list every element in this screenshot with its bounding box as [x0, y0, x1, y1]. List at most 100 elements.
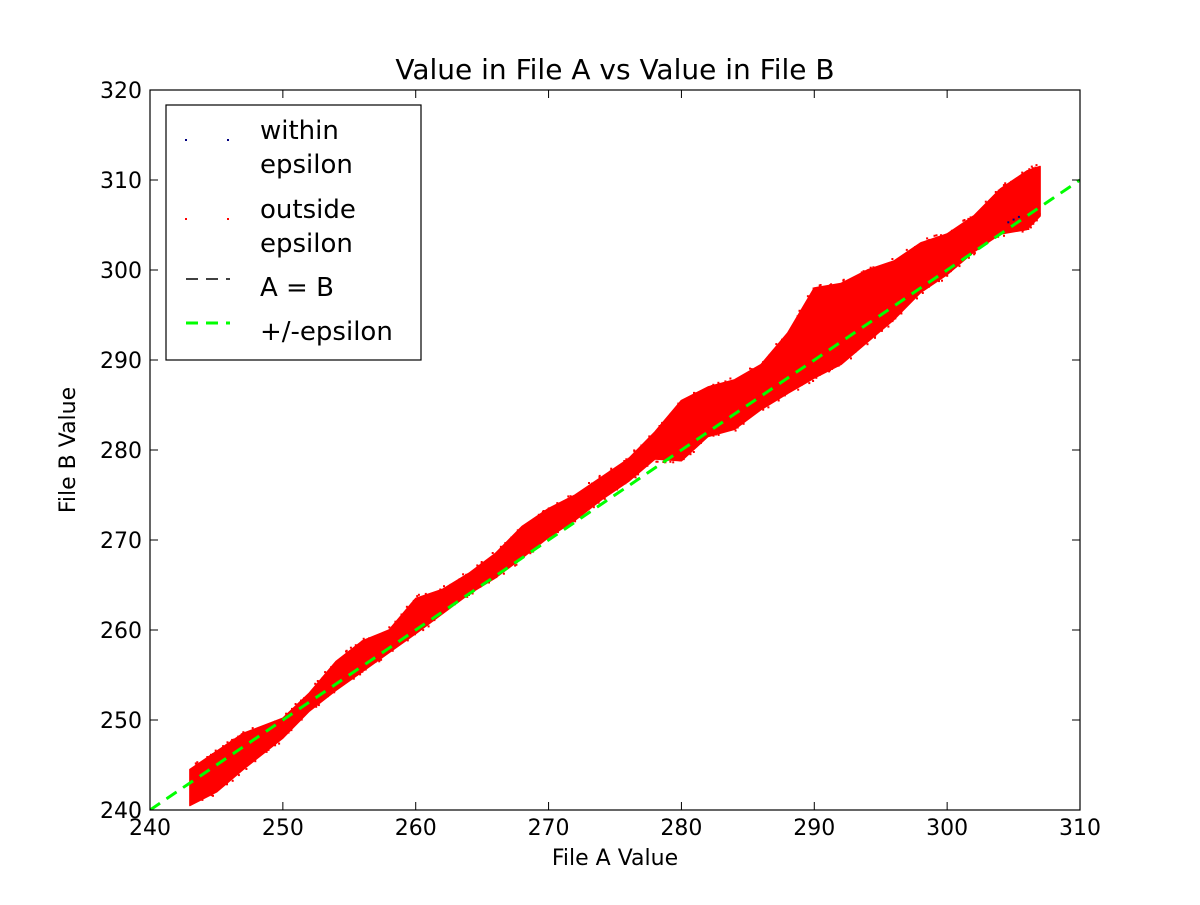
scatter-point-within	[1007, 221, 1010, 224]
scatter-point-outside	[352, 677, 355, 680]
scatter-point-outside	[678, 403, 681, 406]
scatter-point-outside	[692, 451, 695, 453]
scatter-point-outside	[480, 561, 483, 563]
scatter-point-outside	[342, 682, 345, 685]
scatter-point-outside	[712, 434, 715, 437]
scatter-point-outside	[267, 748, 270, 751]
scatter-point-outside	[789, 328, 792, 331]
scatter-point-outside	[785, 392, 788, 395]
scatter-point-outside	[1002, 184, 1005, 187]
scatter-point-outside	[742, 422, 745, 425]
scatter-point-outside	[694, 392, 697, 395]
scatter-point-outside	[495, 552, 498, 555]
scatter-point-outside	[414, 633, 416, 636]
scatter-point-outside	[502, 572, 505, 575]
scatter-point-outside	[954, 265, 957, 268]
scatter-point-outside	[1014, 179, 1017, 182]
scatter-point-outside	[829, 284, 832, 286]
scatter-point-outside	[946, 274, 949, 277]
scatter-point-outside	[378, 659, 381, 662]
scatter-point-outside	[610, 469, 613, 472]
scatter-point-outside	[421, 597, 424, 600]
scatter-point-outside	[480, 562, 483, 565]
legend-marker-point	[227, 218, 229, 220]
scatter-point-outside	[798, 309, 801, 312]
scatter-point-outside	[984, 200, 987, 203]
scatter-point-outside	[327, 693, 330, 696]
scatter-point-outside	[969, 216, 972, 219]
scatter-point-outside	[1031, 167, 1034, 170]
scatter-point-outside	[699, 392, 702, 395]
scatter-point-outside	[251, 727, 254, 730]
scatter-point-outside	[767, 406, 770, 409]
scatter-point-outside	[891, 258, 894, 260]
scatter-point-outside	[206, 756, 209, 758]
scatter-point-outside	[292, 709, 295, 712]
scatter-point-outside	[693, 391, 695, 394]
scatter-point-outside	[655, 460, 658, 463]
x-axis-label: File A Value	[552, 846, 678, 871]
scatter-point-outside	[226, 783, 228, 786]
scatter-point-outside	[669, 413, 672, 416]
scatter-point-outside	[880, 328, 883, 331]
scatter-point-outside	[196, 761, 199, 764]
scatter-point-outside	[952, 267, 955, 269]
scatter-point-outside	[708, 433, 711, 435]
scatter-point-outside	[354, 644, 357, 647]
scatter-point-outside	[741, 376, 744, 379]
scatter-point-outside	[894, 317, 897, 320]
scatter-point-outside	[477, 565, 480, 568]
scatter-point-outside	[412, 599, 415, 602]
scatter-point-outside	[382, 633, 385, 636]
scatter-point-outside	[1035, 219, 1038, 222]
scatter-point-outside	[698, 392, 701, 395]
scatter-point-outside	[895, 260, 898, 263]
scatter-point-outside	[507, 566, 510, 569]
scatter-point-outside	[588, 482, 590, 484]
scatter-point-outside	[210, 794, 213, 797]
scatter-point-outside	[908, 250, 911, 253]
scatter-point-outside	[364, 667, 367, 670]
scatter-point-outside	[900, 312, 903, 315]
scatter-point-outside	[441, 589, 444, 592]
scatter-point-outside	[695, 445, 698, 448]
scatter-point-outside	[285, 712, 288, 715]
scatter-point-outside	[973, 248, 976, 251]
scatter-point-outside	[230, 740, 233, 743]
scatter-point-outside	[656, 460, 659, 463]
scatter-point-outside	[328, 669, 331, 672]
legend-box	[165, 104, 422, 361]
scatter-point-outside	[358, 644, 361, 647]
scatter-point-outside	[492, 575, 495, 578]
scatter-point-outside	[977, 212, 980, 215]
scatter-point-outside	[700, 441, 702, 444]
scatter-point-outside	[812, 380, 815, 382]
scatter-point-outside	[610, 467, 613, 470]
scatter-point-outside	[641, 445, 644, 448]
legend-label: epsilon	[260, 150, 353, 180]
scatter-point-outside	[966, 220, 969, 223]
scatter-point-outside	[784, 392, 787, 395]
scatter-point-outside	[490, 558, 493, 560]
scatter-point-outside	[273, 743, 276, 746]
scatter-point-outside	[897, 258, 900, 261]
scatter-point-outside	[1003, 234, 1005, 237]
scatter-point-outside	[519, 529, 522, 532]
scatter-point-outside	[400, 613, 403, 616]
scatter-point-outside	[921, 292, 924, 294]
scatter-point-outside	[876, 267, 879, 270]
scatter-point-outside	[233, 738, 236, 741]
scatter-point-outside	[963, 219, 966, 221]
scatter-point-outside	[321, 677, 324, 680]
scatter-point-outside	[417, 593, 420, 596]
scatter-point-outside	[734, 429, 737, 432]
scatter-point-outside	[860, 273, 863, 276]
scatter-point-outside	[842, 279, 845, 282]
scatter-point-outside	[921, 241, 924, 244]
scatter-point-outside	[603, 497, 606, 500]
scatter-point-outside	[697, 441, 700, 444]
scatter-point-outside	[904, 304, 907, 306]
scatter-point-outside	[495, 576, 498, 579]
scatter-point-outside	[536, 543, 539, 546]
scatter-point-outside	[949, 270, 952, 273]
